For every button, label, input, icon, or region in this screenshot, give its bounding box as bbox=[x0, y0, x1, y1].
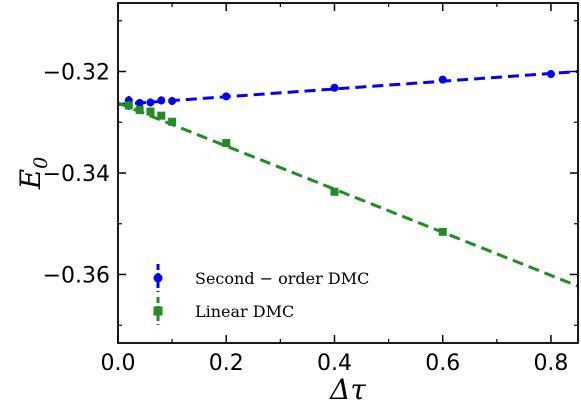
x-axis-title: Δτ bbox=[329, 373, 366, 406]
x-tick-label: 0.6 bbox=[425, 351, 460, 376]
marker-square-linear bbox=[168, 117, 177, 126]
data-point-linear bbox=[157, 111, 166, 120]
legend-symbol-second-order bbox=[153, 273, 163, 283]
legend: Second − order DMC Linear DMC bbox=[153, 264, 369, 325]
marker-circle-second-order bbox=[222, 92, 231, 101]
data-point-linear bbox=[124, 100, 133, 111]
data-point-second-order bbox=[438, 75, 447, 84]
legend-item-second-order: Second − order DMC bbox=[153, 264, 369, 292]
y-tick-label: −0.34 bbox=[43, 162, 110, 187]
x-tick-label: 0.8 bbox=[533, 351, 568, 376]
marker-square-linear bbox=[157, 111, 166, 120]
marker-square-linear bbox=[438, 227, 447, 236]
data-point-second-order bbox=[168, 96, 177, 105]
data-points bbox=[124, 70, 555, 236]
tick-labels: 0.0 0.2 0.4 0.6 0.8 −0.32 −0.34 −0.36 bbox=[43, 61, 569, 376]
marker-square-linear bbox=[330, 187, 339, 196]
y-axis-title-subscript: 0 bbox=[30, 157, 52, 169]
marker-square-linear bbox=[135, 106, 144, 115]
x-tick-label: 0.2 bbox=[209, 351, 244, 376]
data-point-linear bbox=[438, 227, 447, 236]
legend-marker-second-order bbox=[153, 264, 163, 292]
marker-circle-second-order bbox=[157, 96, 166, 105]
legend-label-second-order: Second − order DMC bbox=[195, 269, 369, 288]
minor-ticks bbox=[118, 3, 578, 343]
data-point-linear bbox=[146, 107, 155, 116]
fit-line-second-order bbox=[118, 70, 578, 106]
fit-line-linear bbox=[118, 101, 578, 288]
data-point-linear bbox=[135, 106, 144, 115]
x-tick-label: 0.0 bbox=[101, 351, 136, 376]
data-point-second-order bbox=[222, 92, 231, 101]
y-axis-title: E0 bbox=[14, 157, 52, 191]
y-tick-label: −0.36 bbox=[43, 263, 110, 288]
data-point-linear bbox=[330, 187, 339, 196]
marker-circle-second-order bbox=[546, 70, 555, 79]
marker-square-linear bbox=[222, 139, 231, 148]
legend-marker-linear bbox=[153, 297, 163, 325]
data-point-second-order bbox=[146, 98, 155, 107]
data-point-second-order bbox=[157, 96, 166, 105]
data-point-linear bbox=[168, 117, 177, 126]
marker-square-linear bbox=[124, 101, 133, 110]
y-tick-label: −0.32 bbox=[43, 61, 110, 86]
marker-square-linear bbox=[146, 107, 155, 116]
legend-label-linear: Linear DMC bbox=[195, 302, 294, 321]
marker-circle-second-order bbox=[438, 75, 447, 84]
marker-circle-second-order bbox=[168, 96, 177, 105]
legend-item-linear: Linear DMC bbox=[153, 297, 294, 325]
data-point-second-order bbox=[135, 98, 144, 108]
data-point-second-order bbox=[330, 83, 339, 92]
marker-circle-second-order bbox=[135, 98, 144, 107]
major-ticks bbox=[117, 3, 578, 343]
legend-symbol-linear bbox=[153, 306, 163, 316]
data-point-second-order bbox=[546, 70, 555, 79]
plot-frame bbox=[117, 2, 579, 344]
fit-lines bbox=[118, 70, 578, 288]
x-tick-label: 0.4 bbox=[317, 351, 352, 376]
y-axis-title-main: E bbox=[14, 169, 47, 190]
marker-circle-second-order bbox=[146, 98, 155, 107]
data-point-linear bbox=[222, 139, 231, 148]
marker-circle-second-order bbox=[330, 83, 339, 92]
